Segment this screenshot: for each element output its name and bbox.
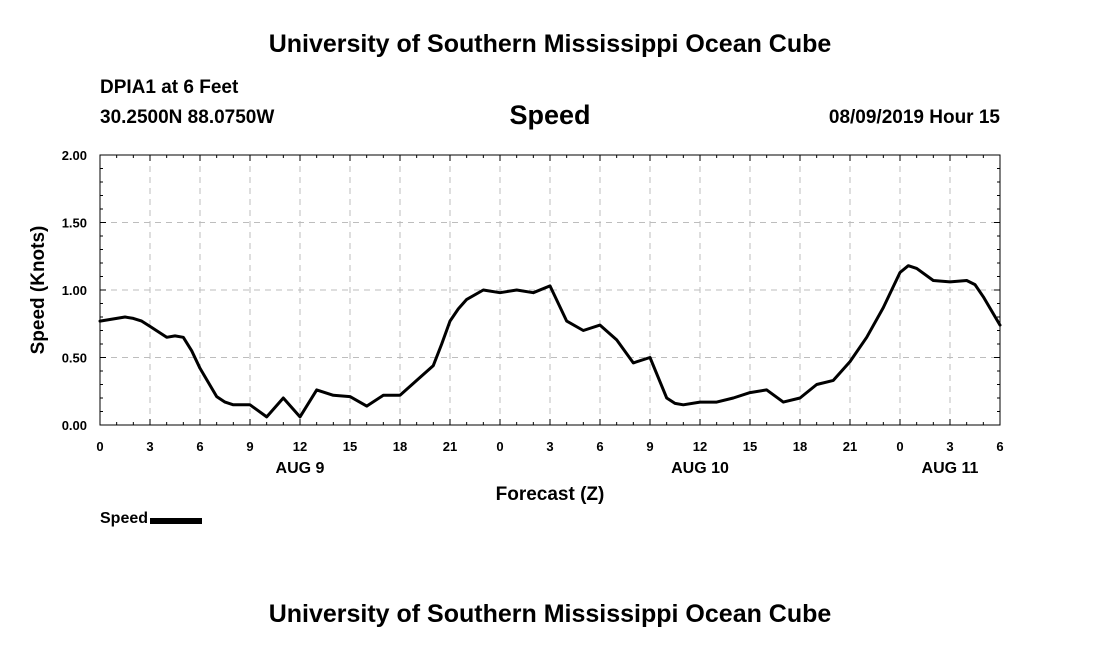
- x-tick-label: 3: [546, 439, 553, 454]
- x-tick-label: 18: [393, 439, 407, 454]
- x-tick-label: 15: [743, 439, 757, 454]
- date-label: AUG 9: [276, 460, 325, 477]
- x-tick-label: 21: [843, 439, 857, 454]
- chart-bottom-title: University of Southern Mississippi Ocean…: [268, 600, 832, 628]
- chart-top-title: University of Southern Mississippi Ocean…: [268, 30, 832, 58]
- x-tick-label: 6: [196, 439, 203, 454]
- variable-title: Speed: [509, 100, 591, 130]
- x-tick-label: 12: [693, 439, 707, 454]
- legend-swatch: [150, 517, 203, 524]
- x-tick-label: 21: [443, 439, 457, 454]
- x-tick-label: 18: [793, 439, 807, 454]
- x-tick-label: 12: [293, 439, 307, 454]
- x-tick-label: 0: [96, 439, 103, 454]
- x-tick-label: 0: [896, 439, 903, 454]
- y-tick-label: 0.50: [62, 351, 87, 366]
- x-axis-label: Forecast (Z): [496, 484, 605, 505]
- x-tick-label: 9: [646, 439, 653, 454]
- y-tick-label: 1.50: [62, 216, 87, 231]
- x-tick-label: 15: [343, 439, 357, 454]
- legend-label: Speed: [100, 510, 149, 527]
- y-tick-label: 1.00: [62, 283, 87, 298]
- x-tick-label: 3: [146, 439, 153, 454]
- station-label: DPIA1 at 6 Feet: [100, 77, 239, 98]
- x-tick-label: 6: [996, 439, 1003, 454]
- date-label: AUG 10: [671, 460, 729, 477]
- speed-series-line: [98, 264, 1002, 419]
- y-tick-label: 0.00: [62, 418, 87, 433]
- x-tick-label: 6: [596, 439, 603, 454]
- forecast-timestamp: 08/09/2019 Hour 15: [828, 107, 1000, 128]
- date-label: AUG 11: [922, 460, 979, 477]
- x-tick-label: 9: [246, 439, 253, 454]
- y-tick-label: 2.00: [62, 148, 87, 163]
- legend: Speed: [100, 510, 203, 528]
- coordinates-label: 30.2500N 88.0750W: [100, 107, 275, 128]
- y-axis-label: Speed (Knots): [28, 226, 49, 355]
- x-tick-label: 0: [496, 439, 503, 454]
- x-tick-label: 3: [946, 439, 953, 454]
